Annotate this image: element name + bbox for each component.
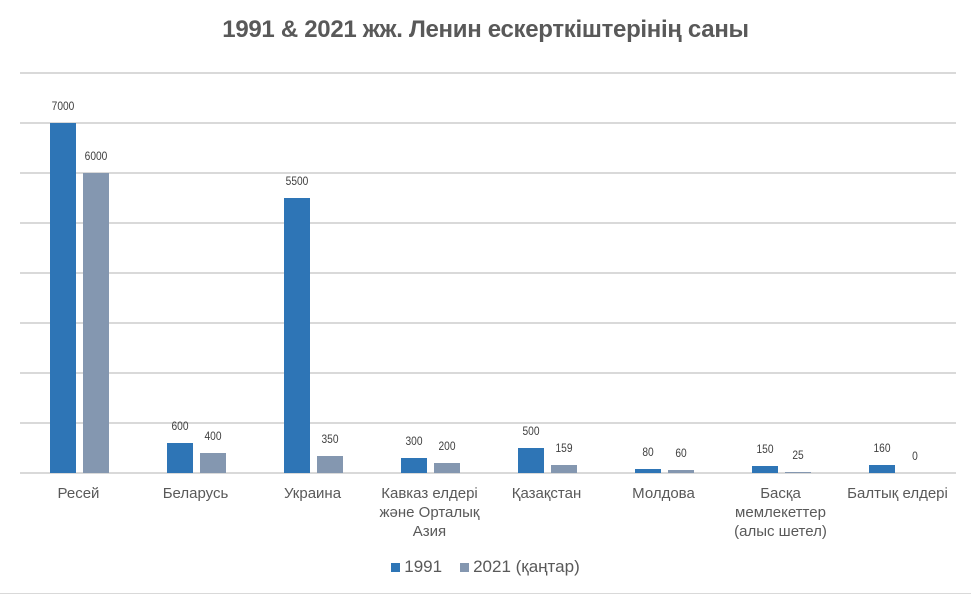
data-label: 200 [438, 439, 456, 453]
gridline [20, 372, 956, 374]
bar-2021 [200, 453, 226, 473]
bar-1991 [752, 465, 778, 473]
data-label: 350 [321, 431, 339, 446]
legend-item-2021: 2021 (қаңтар) [460, 557, 580, 577]
gridline [20, 422, 956, 424]
gridline [20, 72, 956, 74]
data-label: 600 [171, 419, 189, 433]
category-group: 300 200 Кавказ елдері және Орталық Азия [371, 73, 488, 540]
data-label: 6000 [84, 149, 108, 163]
category-group: 5500 350 Украина [254, 73, 371, 502]
gridline [20, 322, 956, 324]
category-group: 150 25 Басқа мемлекеттер (алыс шетел) [722, 73, 839, 541]
category-group: 600 400 Беларусь [137, 73, 254, 502]
legend-item-1991: 1991 [391, 557, 442, 577]
category-group: 160 0 Балтық елдері [839, 73, 956, 502]
chart-title: 1991 & 2021 жж. Ленин ескерткіштерінің с… [222, 16, 749, 43]
legend-label: 1991 [404, 557, 443, 576]
bar-1991 [50, 123, 76, 473]
bar-2021 [668, 470, 694, 473]
bar-2021 [317, 455, 343, 473]
plot-area: 7000 6000 Ресей 600 400 Беларусь 5500 350 Украин… [20, 72, 956, 541]
data-label: 150 [756, 441, 774, 456]
data-label: 500 [522, 424, 540, 438]
data-label: 159 [555, 441, 573, 456]
data-label: 25 [792, 447, 804, 462]
category-group: 500 159 Қазақстан [488, 73, 605, 502]
data-label: 80 [642, 445, 654, 459]
category-group: 80 60 Молдова [605, 73, 722, 502]
gridline [20, 272, 956, 274]
gridline [20, 222, 956, 224]
x-axis-label: Ресей [57, 485, 100, 502]
bar-1991 [167, 443, 193, 473]
x-axis-label: Қазақстан [511, 485, 582, 502]
data-label: 0 [912, 449, 918, 463]
bar-2021 [434, 463, 460, 473]
legend-swatch-icon [391, 562, 401, 572]
x-axis-label: Молдова [632, 485, 695, 502]
bar-2021 [785, 471, 811, 473]
bar-1991 [635, 469, 661, 473]
legend-label: 2021 (қаңтар) [473, 557, 580, 576]
legend-swatch-icon [460, 562, 470, 572]
bar-2021 [551, 465, 577, 473]
x-axis-line [20, 472, 956, 474]
legend: 1991 2021 (қаңтар) [0, 557, 971, 577]
bar-1991 [518, 448, 544, 473]
data-label: 300 [405, 434, 423, 448]
bar-2021 [83, 173, 109, 473]
category-group: 7000 6000 Ресей [20, 73, 137, 502]
chart-border-bottom [0, 593, 971, 594]
data-label: 400 [204, 429, 222, 443]
x-axis-label: Кавказ елдері және Орталық Азия [379, 485, 480, 540]
bar-1991 [284, 198, 310, 473]
x-axis-label: Украина [283, 485, 342, 502]
x-axis-label: Басқа мемлекеттер (алыс шетел) [734, 485, 827, 540]
bar-1991 [401, 458, 427, 473]
data-label: 160 [873, 441, 891, 455]
x-axis-label: Беларусь [162, 485, 229, 502]
bar-1991 [869, 465, 895, 473]
gridline [20, 172, 956, 174]
gridline [20, 122, 956, 124]
data-label: 7000 [51, 99, 75, 113]
data-label: 60 [675, 446, 687, 460]
x-axis-label: Балтық елдері [847, 485, 948, 502]
data-label: 5500 [285, 174, 309, 188]
